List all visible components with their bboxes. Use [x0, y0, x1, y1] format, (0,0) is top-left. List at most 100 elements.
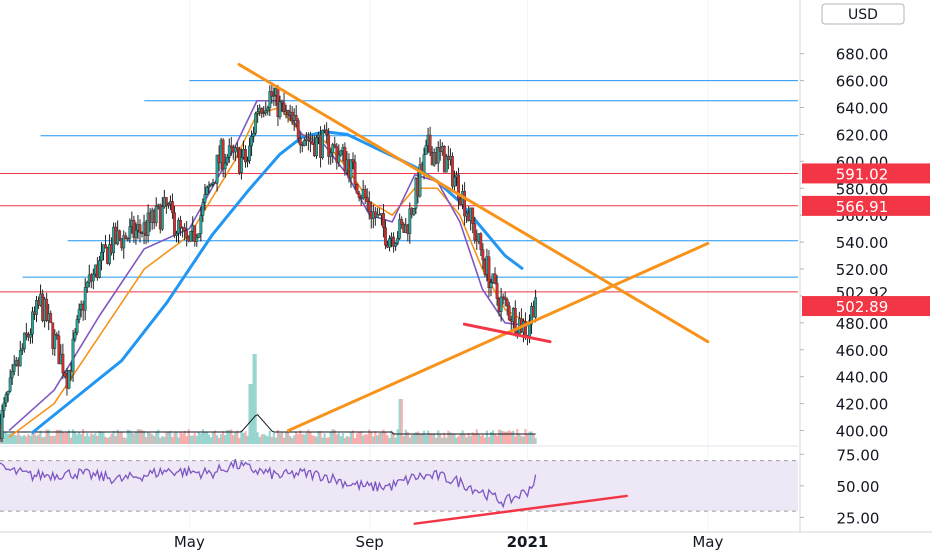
candle-body: [138, 224, 142, 233]
candle: [2, 397, 6, 418]
horizontal-levels[interactable]: [0, 80, 798, 293]
volume-bar: [516, 429, 519, 444]
volume-bar: [7, 433, 10, 444]
candle-body: [124, 235, 128, 240]
volume-bar: [185, 436, 188, 444]
volume-bar: [252, 354, 255, 444]
candle-body: [351, 159, 355, 163]
volume-bar: [234, 432, 237, 444]
candle: [325, 122, 329, 144]
volume-bar: [309, 432, 312, 444]
volume-bar: [297, 434, 300, 444]
candle-body: [203, 194, 207, 203]
candlesticks[interactable]: [0, 82, 538, 443]
candle-body: [197, 233, 201, 238]
volume-bar: [510, 431, 513, 444]
candle: [339, 149, 343, 157]
candle: [193, 225, 197, 247]
volume-bar: [175, 432, 178, 444]
candle: [240, 148, 243, 180]
trendline-1[interactable]: [287, 241, 710, 433]
candle-body: [481, 249, 485, 261]
candle: [146, 204, 150, 243]
price-tick-label: 540.00: [836, 234, 889, 252]
volume-bar: [201, 429, 204, 444]
candle: [282, 92, 286, 116]
candle: [29, 328, 32, 344]
volume-bar: [110, 433, 113, 444]
volume-bar: [453, 433, 456, 444]
candle-body: [294, 115, 298, 121]
volume-bar: [424, 434, 428, 444]
volume-bar: [199, 433, 202, 444]
price-tick-label: 580.00: [836, 180, 889, 198]
candle-body: [473, 223, 477, 241]
time-label: May: [174, 533, 205, 550]
rsi-line: [0, 459, 537, 509]
candle: [53, 329, 57, 356]
volume-bar: [305, 433, 308, 444]
volume-bar: [467, 432, 470, 444]
volume-bar: [414, 432, 418, 444]
price-tick-label: 640.00: [836, 99, 889, 117]
candle-body: [235, 147, 239, 150]
candle: [108, 234, 111, 266]
trendline-0[interactable]: [237, 62, 710, 344]
candle: [424, 139, 428, 155]
candle: [124, 232, 128, 240]
volume-bar: [102, 432, 105, 444]
volume-bar: [49, 435, 52, 444]
volume-bar: [362, 435, 365, 444]
candle-body: [528, 324, 531, 337]
trendlines[interactable]: [237, 62, 710, 433]
candle-body: [396, 238, 400, 244]
volume-bar: [291, 437, 294, 444]
candle-body: [12, 364, 16, 372]
candle-body: [321, 130, 324, 158]
candle-body: [327, 134, 331, 157]
volume-bar: [457, 436, 460, 444]
candle-body: [134, 229, 138, 238]
candle: [278, 95, 282, 120]
candle: [400, 216, 404, 229]
candle: [179, 215, 182, 236]
candle: [503, 291, 507, 307]
price-tick-label: 520.00: [836, 261, 889, 279]
volume-bar: [11, 432, 14, 444]
volume-bar: [144, 437, 148, 444]
volume-bar: [289, 436, 292, 444]
volume-bar: [224, 435, 227, 444]
candle-body: [394, 243, 398, 247]
volume-bar: [347, 436, 351, 444]
candle-body: [355, 184, 359, 194]
rsi-trendline-0[interactable]: [413, 494, 628, 525]
candle: [473, 216, 477, 244]
volume-bar: [155, 431, 158, 444]
volume-bar: [220, 434, 223, 444]
volume-bar: [491, 430, 495, 444]
currency-badge[interactable]: USD: [821, 3, 905, 25]
candle-body: [128, 226, 132, 239]
candle-body: [507, 305, 511, 320]
candle-body: [75, 319, 79, 333]
trendline-2[interactable]: [462, 322, 552, 344]
volume-bar: [301, 434, 304, 444]
price-badge-box: [802, 296, 930, 317]
candle-body: [375, 214, 379, 218]
candle: [250, 130, 253, 156]
volume-bar: [266, 436, 269, 444]
volume-bar: [258, 436, 261, 444]
volume-bar: [303, 434, 306, 444]
candle-body: [6, 391, 10, 395]
candle-body: [479, 233, 483, 250]
volume-bar: [61, 431, 64, 444]
candle-body: [408, 208, 412, 234]
candle: [197, 233, 201, 239]
candle: [173, 205, 176, 239]
volume-bars: [0, 354, 537, 444]
volume-bar: [475, 429, 478, 444]
candle: [493, 267, 497, 285]
volume-bar: [124, 437, 127, 444]
